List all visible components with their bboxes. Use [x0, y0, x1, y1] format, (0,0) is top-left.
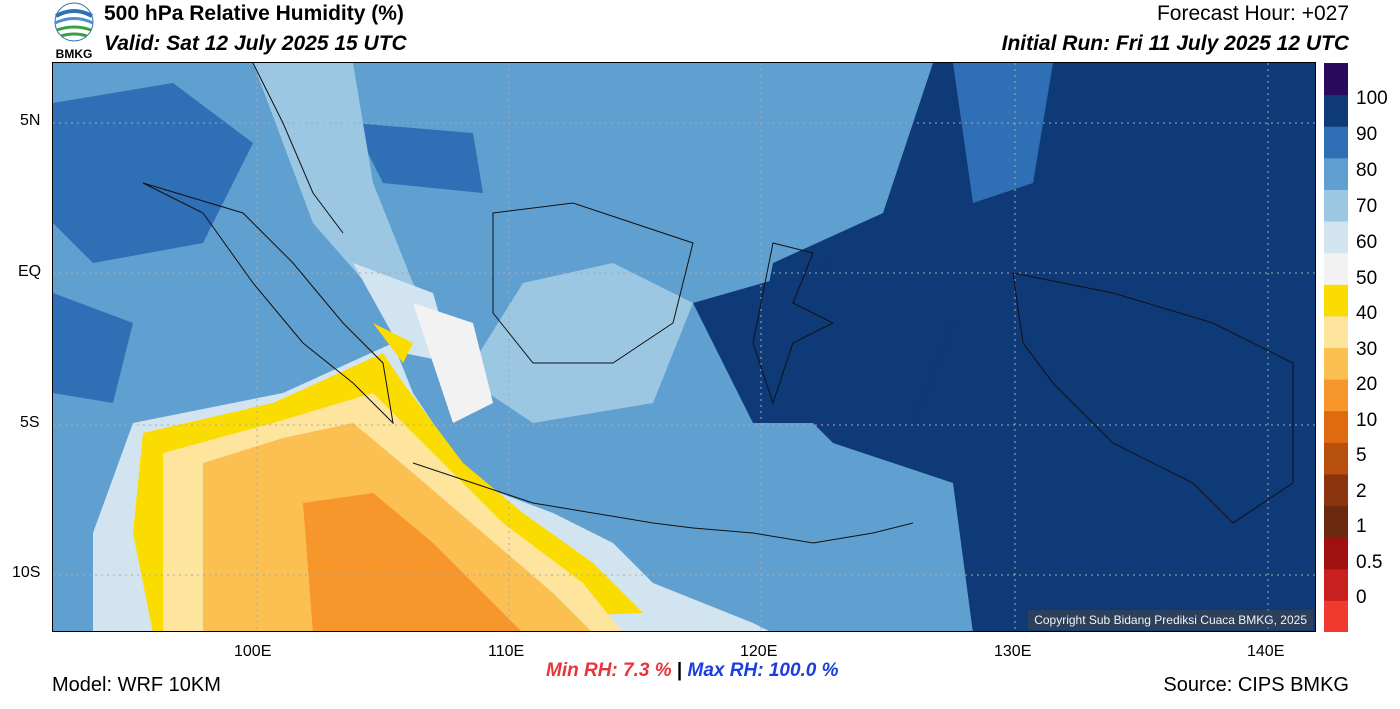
lon-label-130e: 130E: [994, 643, 1032, 660]
lat-label-eq: EQ: [18, 263, 42, 280]
valid-time: Valid: Sat 12 July 2025 15 UTC: [104, 32, 407, 55]
colorbar-segment: [1324, 410, 1348, 443]
colorbar-segment: [1324, 284, 1348, 317]
colorbar-label: 0: [1356, 587, 1367, 608]
borneo-coastline: [492, 202, 694, 364]
humidity-colorbar: [1324, 63, 1348, 633]
colorbar-label: 40: [1356, 303, 1378, 324]
lon-label-100e: 100E: [234, 643, 272, 660]
lat-label-5n: 5N: [20, 112, 41, 129]
lon-label-140e: 140E: [1247, 643, 1285, 660]
sumatra-coastline: [142, 182, 394, 425]
colorbar-segment: [1324, 505, 1348, 538]
model-label: Model: WRF 10KM: [52, 674, 221, 696]
min-rh-label: Min RH:: [546, 660, 618, 681]
colorbar-segment: [1324, 189, 1348, 222]
colorbar-segment: [1324, 94, 1348, 127]
colorbar-segment: [1324, 537, 1348, 570]
logo-text: BMKG: [56, 47, 93, 60]
colorbar-label: 2: [1356, 481, 1367, 502]
colorbar-segment: [1324, 157, 1348, 190]
copyright-notice: Copyright Sub Bidang Prediksi Cuaca BMKG…: [1028, 610, 1313, 630]
colorbar-label: 10: [1356, 410, 1378, 431]
colorbar-label: 90: [1356, 124, 1378, 145]
min-rh-value: 7.3 %: [623, 660, 672, 681]
lat-label-10s: 10S: [12, 564, 41, 581]
lon-label-120e: 120E: [740, 643, 778, 660]
colorbar-label: 20: [1356, 374, 1378, 395]
max-rh-value: 100.0 %: [768, 660, 839, 681]
colorbar-label: 50: [1356, 268, 1378, 289]
colorbar-segment: [1324, 126, 1348, 159]
stats-separator: |: [676, 660, 683, 681]
source-label: Source: CIPS BMKG: [1163, 674, 1349, 696]
humidity-map: Copyright Sub Bidang Prediksi Cuaca BMKG…: [52, 62, 1316, 632]
map-title: 500 hPa Relative Humidity (%): [104, 2, 404, 25]
colorbar-segment: [1324, 252, 1348, 285]
papua-coastline: [1012, 272, 1294, 524]
colorbar-label: 0.5: [1356, 552, 1383, 573]
bmkg-logo: BMKG: [50, 2, 100, 61]
java-coastline: [412, 462, 694, 529]
initial-run: Initial Run: Fri 11 July 2025 12 UTC: [1001, 32, 1349, 55]
colorbar-label: 100: [1356, 88, 1388, 109]
colorbar-label: 80: [1356, 160, 1378, 181]
colorbar-segment: [1324, 442, 1348, 475]
colorbar-segment: [1324, 347, 1348, 380]
nusa-tenggara-coastline: [692, 522, 914, 544]
colorbar-segment: [1324, 379, 1348, 412]
colorbar-segment: [1324, 600, 1348, 633]
colorbar-segment: [1324, 315, 1348, 348]
colorbar-label: 5: [1356, 445, 1367, 466]
colorbar-segment: [1324, 473, 1348, 507]
malay-peninsula-coastline: [252, 63, 344, 234]
colorbar-label: 30: [1356, 339, 1378, 360]
colorbar-label: 70: [1356, 196, 1378, 217]
lon-label-110e: 110E: [488, 643, 525, 660]
lat-label-5s: 5S: [20, 414, 40, 431]
colorbar-label: 60: [1356, 232, 1378, 253]
sulawesi-coastline: [752, 242, 835, 405]
max-rh-label: Max RH:: [687, 660, 764, 681]
colorbar-segment: [1324, 63, 1348, 96]
colorbar-segment: [1324, 221, 1348, 254]
rh-stats: Min RH: 7.3 % | Max RH: 100.0 %: [546, 660, 839, 682]
colorbar-label: 1: [1356, 516, 1367, 537]
forecast-hour: Forecast Hour: +027: [1156, 2, 1349, 25]
colorbar-segment: [1324, 568, 1348, 601]
